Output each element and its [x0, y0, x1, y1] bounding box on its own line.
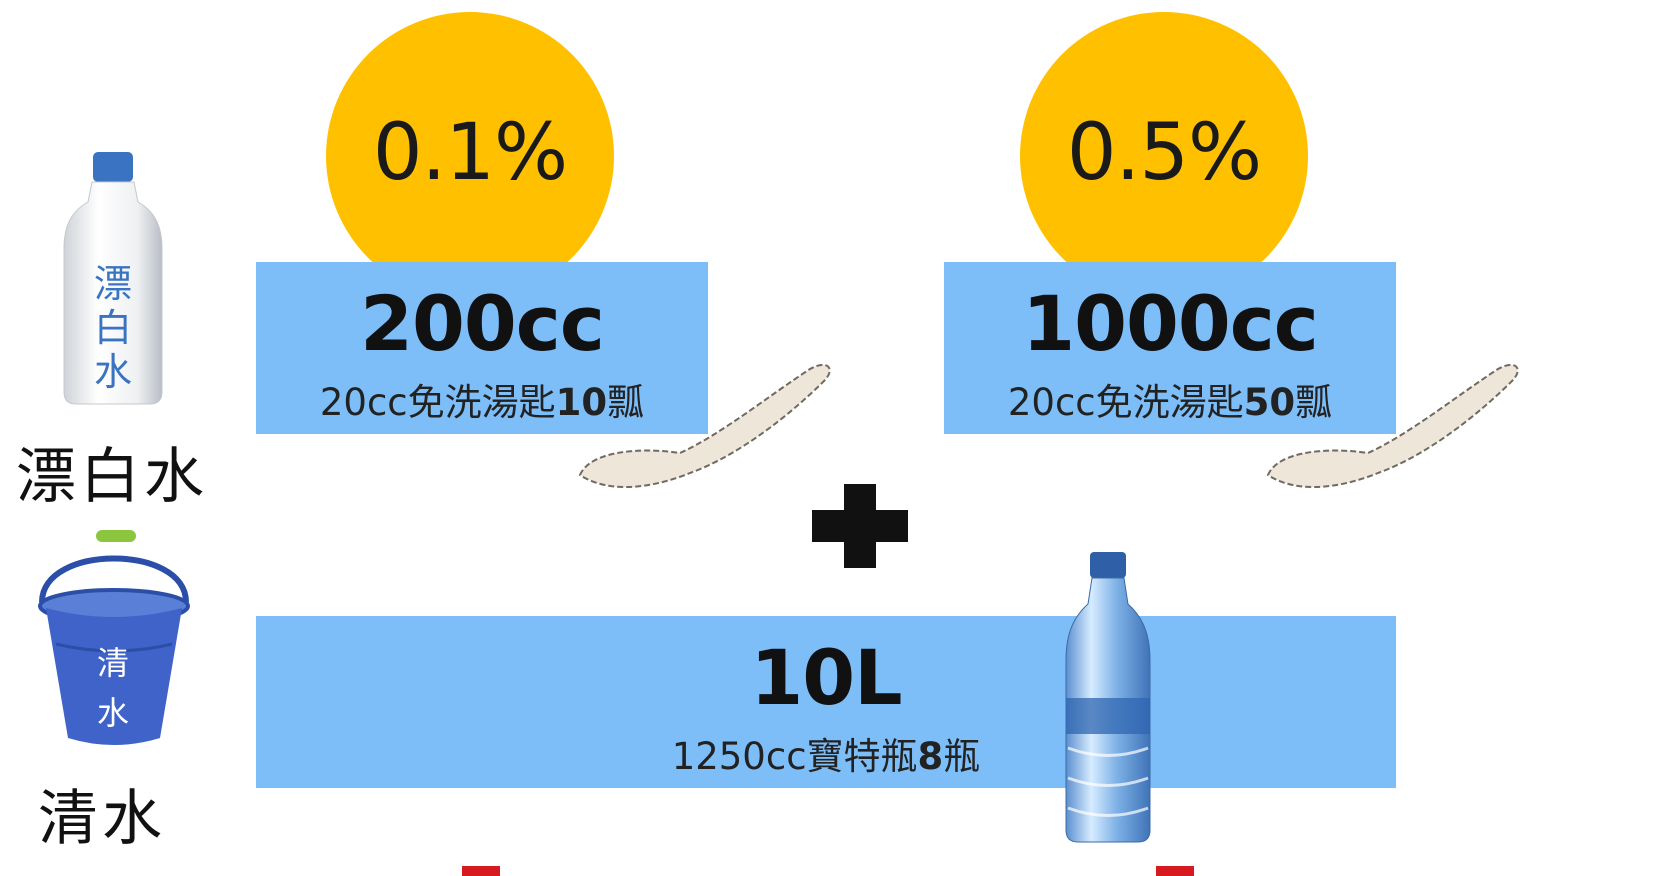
water-label: 清水	[38, 784, 166, 854]
spoon-measure-text: 20cc免洗湯匙	[1007, 381, 1244, 424]
bucket-label: 清 水	[90, 638, 136, 738]
plus-icon	[812, 484, 908, 568]
concentration-circle-1: 0.1%	[326, 12, 614, 300]
spoon-measure: 20cc免洗湯匙10瓢	[320, 372, 644, 426]
bottle-measure-text: 1250cc寶特瓶	[671, 735, 918, 778]
water-bottle-icon	[1065, 552, 1151, 843]
water-amount: 10L	[750, 633, 902, 722]
spoon-count: 10	[555, 381, 608, 424]
water-amount-box: 10L 1250cc寶特瓶8瓶	[256, 616, 1396, 788]
spoon-unit: 瓢	[607, 381, 645, 424]
bleach-bottle-icon	[63, 152, 163, 405]
bucket-char: 水	[96, 694, 129, 732]
bleach-bottle-label: 漂 白 水	[90, 262, 136, 394]
bottle-char: 白	[93, 306, 132, 350]
bottle-char: 漂	[93, 262, 132, 306]
bleach-amount-box-1: 200cc 20cc免洗湯匙10瓢	[256, 262, 708, 434]
bucket-char: 清	[96, 644, 129, 682]
spoon-count: 50	[1243, 381, 1296, 424]
bottle-char: 水	[93, 350, 132, 394]
concentration-percent: 0.1%	[372, 108, 568, 198]
spoon-icon	[1266, 363, 1519, 488]
bottle-measure: 1250cc寶特瓶8瓶	[672, 726, 981, 780]
bleach-amount: 200cc	[360, 279, 605, 368]
red-marker	[462, 866, 500, 876]
bleach-amount-box-2: 1000cc 20cc免洗湯匙50瓢	[944, 262, 1396, 434]
bucket-icon	[38, 530, 190, 745]
spoon-measure-text: 20cc免洗湯匙	[319, 381, 556, 424]
bleach-label: 漂白水	[16, 442, 208, 512]
concentration-percent: 0.5%	[1066, 108, 1262, 198]
spoon-measure: 20cc免洗湯匙50瓢	[1008, 372, 1332, 426]
concentration-circle-2: 0.5%	[1020, 12, 1308, 300]
spoon-icon	[578, 363, 831, 488]
spoon-unit: 瓢	[1295, 381, 1333, 424]
bottle-unit: 瓶	[943, 735, 981, 778]
bottle-count: 8	[917, 735, 944, 778]
bleach-amount: 1000cc	[1022, 279, 1319, 368]
red-marker	[1156, 866, 1194, 876]
